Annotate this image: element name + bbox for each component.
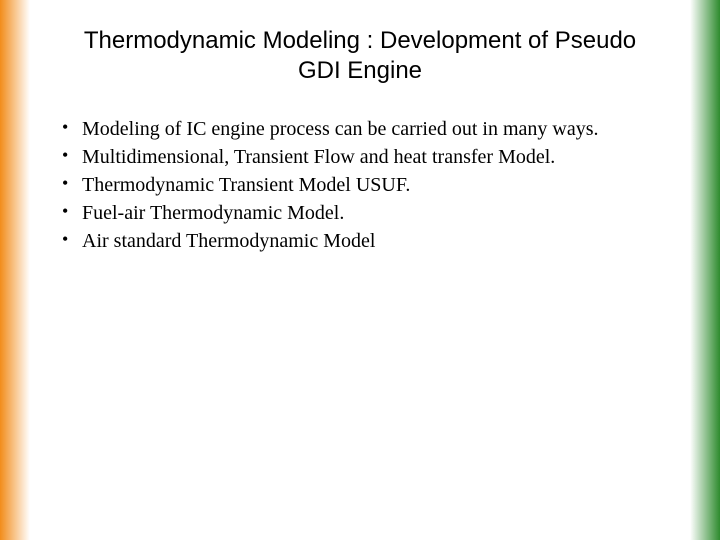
list-item: Multidimensional, Transient Flow and hea… [60,144,670,170]
list-item: Air standard Thermodynamic Model [60,228,670,254]
slide-title: Thermodynamic Modeling : Development of … [80,26,640,86]
slide-content: Thermodynamic Modeling : Development of … [0,0,720,540]
bullet-list: Modeling of IC engine process can be car… [60,116,670,254]
list-item: Fuel-air Thermodynamic Model. [60,200,670,226]
list-item: Thermodynamic Transient Model USUF. [60,172,670,198]
list-item: Modeling of IC engine process can be car… [60,116,670,142]
